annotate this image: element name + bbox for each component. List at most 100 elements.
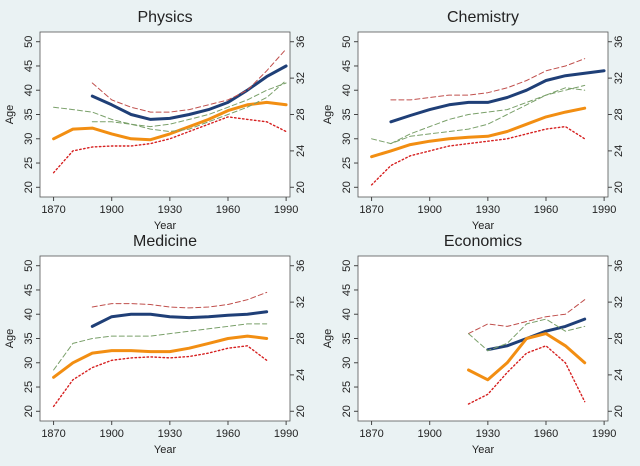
y2-tick-label: 32 — [613, 72, 625, 84]
series-line — [53, 82, 287, 128]
series-line — [467, 345, 586, 405]
y-tick-label: 35 — [23, 332, 35, 344]
x-tick-label: 1990 — [274, 204, 298, 216]
y-tick-label: 50 — [341, 36, 353, 48]
series-line — [53, 323, 268, 371]
panel-title: Physics — [137, 9, 192, 26]
panel-title: Medicine — [133, 233, 197, 250]
series-line — [52, 345, 268, 408]
y-axis-title: Age — [4, 329, 16, 349]
x-tick-label: 1990 — [592, 428, 616, 440]
series-line — [370, 106, 587, 159]
x-tick-label: 1960 — [216, 204, 240, 216]
x-tick-label: 1930 — [158, 428, 182, 440]
y2-tick-label: 32 — [295, 296, 307, 308]
y2-tick-label: 28 — [295, 108, 307, 120]
y-tick-label: 40 — [23, 84, 35, 96]
y2-tick-label: 20 — [613, 405, 625, 417]
x-tick-label: 1930 — [158, 204, 182, 216]
y-tick-label: 25 — [341, 157, 353, 169]
y-tick-label: 45 — [23, 284, 35, 296]
series-line — [468, 299, 586, 335]
y-tick-label: 30 — [23, 357, 35, 369]
y2-tick-label: 24 — [613, 145, 625, 157]
y-tick-label: 30 — [23, 133, 35, 145]
x-tick-label: 1870 — [41, 204, 65, 216]
y2-tick-label: 28 — [295, 332, 307, 344]
series-line — [389, 69, 606, 124]
x-axis-title: Year — [472, 444, 495, 456]
x-tick-label: 1900 — [99, 428, 123, 440]
y-tick-label: 20 — [23, 405, 35, 417]
y-tick-label: 40 — [341, 308, 353, 320]
y2-tick-label: 36 — [295, 36, 307, 48]
x-tick-label: 1930 — [476, 204, 500, 216]
x-axis-title: Year — [472, 220, 495, 232]
plot-area — [357, 255, 609, 422]
panel-title: Chemistry — [447, 9, 519, 26]
x-tick-label: 1900 — [417, 204, 441, 216]
panel-title: Economics — [444, 233, 522, 250]
x-tick-label: 1900 — [99, 204, 123, 216]
y-tick-label: 30 — [341, 357, 353, 369]
y2-tick-label: 24 — [613, 369, 625, 381]
series-line — [52, 116, 287, 174]
x-tick-label: 1960 — [534, 204, 558, 216]
y-axis-title: Age — [4, 105, 16, 125]
y-tick-label: 25 — [341, 381, 353, 393]
x-tick-label: 1870 — [359, 428, 383, 440]
x-tick-label: 1960 — [534, 428, 558, 440]
y-tick-label: 50 — [341, 260, 353, 272]
y-tick-label: 45 — [341, 284, 353, 296]
y-tick-label: 50 — [23, 260, 35, 272]
y2-tick-label: 20 — [613, 181, 625, 193]
x-tick-label: 1960 — [216, 428, 240, 440]
y-tick-label: 35 — [341, 108, 353, 120]
series-line — [90, 310, 269, 328]
y-tick-label: 25 — [23, 381, 35, 393]
y-tick-label: 35 — [23, 108, 35, 120]
y2-tick-label: 28 — [613, 332, 625, 344]
y-tick-label: 40 — [23, 308, 35, 320]
y-tick-label: 45 — [23, 60, 35, 72]
series-line — [390, 84, 586, 145]
series-line — [90, 64, 288, 121]
y2-tick-label: 36 — [613, 36, 625, 48]
y-tick-label: 30 — [341, 133, 353, 145]
series-line — [52, 100, 288, 142]
y-tick-label: 25 — [23, 157, 35, 169]
y-tick-label: 20 — [341, 181, 353, 193]
x-tick-label: 1990 — [274, 428, 298, 440]
series-line — [91, 291, 268, 309]
y-axis-title: Age — [322, 329, 334, 349]
series-line — [390, 58, 586, 101]
y2-tick-label: 28 — [613, 108, 625, 120]
y-axis-title: Age — [322, 105, 334, 125]
x-tick-label: 1870 — [359, 204, 383, 216]
y2-tick-label: 32 — [295, 72, 307, 84]
y-tick-label: 45 — [341, 60, 353, 72]
y2-tick-label: 32 — [613, 296, 625, 308]
plot-area — [357, 31, 609, 198]
y2-tick-label: 24 — [295, 145, 307, 157]
series-line — [467, 332, 587, 382]
y2-tick-label: 20 — [295, 181, 307, 193]
plot-area — [39, 31, 291, 198]
plot-area — [39, 255, 291, 422]
series-line — [91, 80, 287, 132]
series-line — [91, 48, 287, 113]
series-line — [468, 318, 586, 352]
x-axis-title: Year — [154, 444, 177, 456]
y2-tick-label: 20 — [295, 405, 307, 417]
y-tick-label: 40 — [341, 84, 353, 96]
y2-tick-label: 36 — [613, 260, 625, 272]
y-tick-label: 50 — [23, 36, 35, 48]
x-tick-label: 1900 — [417, 428, 441, 440]
series-line — [370, 125, 586, 186]
x-tick-label: 1990 — [592, 204, 616, 216]
y-tick-label: 20 — [23, 181, 35, 193]
y2-tick-label: 36 — [295, 260, 307, 272]
y-tick-label: 35 — [341, 332, 353, 344]
y2-tick-label: 24 — [295, 369, 307, 381]
